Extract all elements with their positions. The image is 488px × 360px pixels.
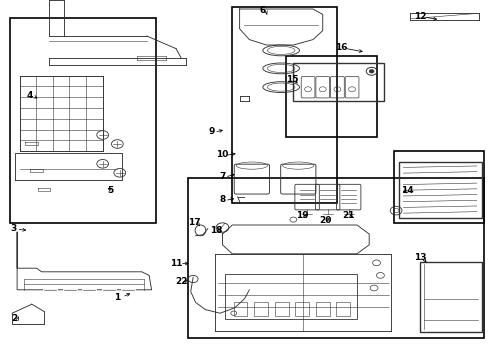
Bar [295, 302, 308, 316]
Bar [398, 162, 481, 218]
Text: 17: 17 [188, 218, 201, 227]
Bar [10, 18, 156, 223]
Bar [188, 178, 483, 338]
Text: 1: 1 [114, 292, 120, 302]
Bar [419, 262, 481, 332]
Text: 10: 10 [216, 150, 228, 159]
Text: 4: 4 [26, 91, 33, 100]
Text: 3: 3 [11, 224, 17, 233]
Circle shape [368, 69, 373, 73]
Bar [274, 302, 288, 316]
Text: 15: 15 [285, 76, 298, 85]
Text: 21: 21 [341, 211, 354, 220]
Text: 12: 12 [413, 12, 426, 21]
Bar [315, 302, 329, 316]
Bar [254, 302, 267, 316]
Text: 18: 18 [209, 226, 222, 235]
Bar [393, 151, 483, 223]
Text: 13: 13 [413, 253, 426, 262]
Text: 9: 9 [207, 127, 214, 136]
Text: 20: 20 [318, 216, 331, 225]
Bar [293, 63, 383, 101]
Text: 11: 11 [169, 259, 182, 268]
Bar [224, 274, 356, 319]
Bar [336, 302, 349, 316]
Bar [285, 56, 376, 137]
Text: 8: 8 [219, 195, 225, 204]
Bar [232, 7, 337, 203]
Text: 5: 5 [107, 186, 113, 195]
Text: 16: 16 [334, 43, 347, 52]
Text: 2: 2 [12, 314, 18, 323]
Text: 22: 22 [175, 277, 188, 286]
Text: 7: 7 [219, 172, 225, 181]
Text: 19: 19 [295, 211, 308, 220]
Text: 6: 6 [259, 6, 265, 15]
Bar [233, 302, 247, 316]
Text: 14: 14 [400, 186, 412, 195]
